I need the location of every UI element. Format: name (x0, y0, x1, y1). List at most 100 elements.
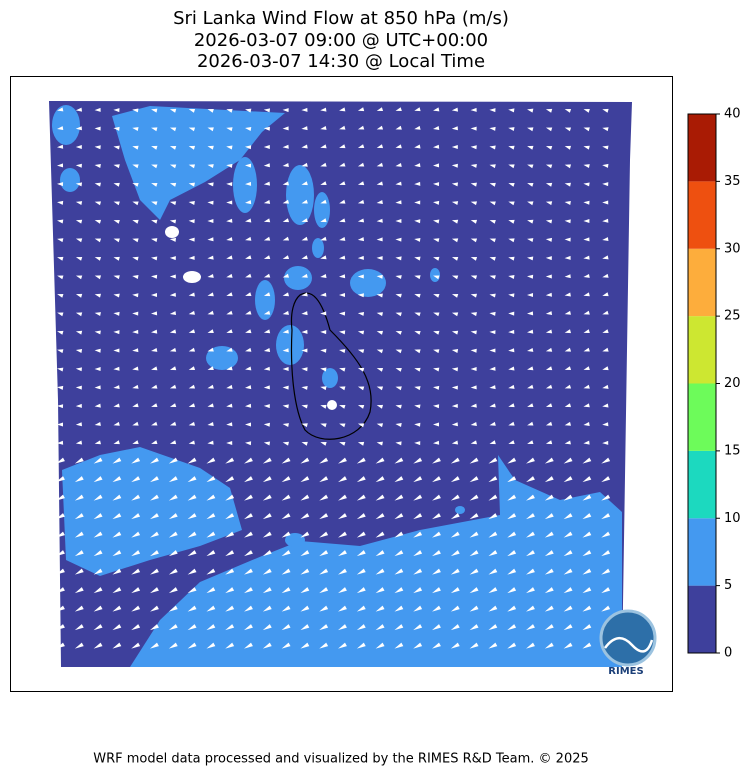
arrow (338, 531, 347, 538)
arrow (320, 348, 327, 353)
arrow (94, 367, 101, 372)
arrow (602, 347, 609, 352)
arrow (432, 494, 441, 501)
arrow (563, 568, 573, 575)
arrow (113, 330, 120, 335)
arrow (150, 605, 159, 612)
arrow (432, 531, 441, 538)
arrow (602, 218, 609, 223)
arrow (602, 145, 609, 150)
arrow (488, 513, 498, 520)
arrow (75, 422, 82, 427)
arrow (376, 200, 383, 204)
arrow (226, 347, 233, 352)
arrow (375, 624, 385, 631)
arrow (263, 181, 271, 186)
arrow (112, 494, 122, 501)
arrow (75, 440, 83, 445)
arrow (151, 311, 158, 316)
arrow (545, 219, 553, 224)
arrow (282, 126, 289, 131)
arrow (508, 256, 515, 261)
arrow (263, 273, 271, 278)
arrow (113, 311, 120, 316)
arrow (169, 145, 177, 150)
arrow (357, 404, 365, 409)
arrow (93, 605, 103, 612)
arrow (338, 605, 347, 612)
arrow (527, 311, 534, 316)
arrow (320, 236, 327, 241)
arrow (225, 624, 235, 631)
arrow (151, 274, 158, 279)
arrow (357, 441, 365, 446)
arrow (527, 201, 534, 206)
colorbar-tick-label: 5 (724, 578, 732, 593)
arrow (245, 200, 252, 205)
arrow (94, 421, 101, 426)
arrow (168, 476, 178, 483)
arrow (169, 182, 177, 187)
arrow (414, 237, 421, 242)
arrow (394, 587, 404, 594)
arrow (75, 330, 83, 335)
arrow (226, 292, 233, 297)
arrow (395, 237, 402, 242)
arrow (207, 255, 214, 260)
arrow (131, 531, 141, 538)
arrow (94, 312, 101, 317)
arrow (376, 349, 384, 354)
arrow (432, 568, 441, 575)
arrow (394, 605, 404, 612)
arrow (356, 513, 366, 520)
arrow (394, 476, 404, 483)
arrow (527, 182, 534, 187)
arrow (187, 605, 197, 612)
arrow (319, 587, 329, 594)
arrow (169, 329, 177, 334)
arrow (74, 568, 84, 575)
arrow (188, 164, 196, 169)
arrow (151, 238, 158, 243)
arrow (320, 386, 327, 391)
arrow (602, 440, 609, 445)
arrow (375, 605, 385, 612)
arrow (527, 145, 534, 150)
arrow (527, 164, 534, 169)
arrow (207, 164, 214, 169)
arrow (339, 255, 346, 260)
arrow (207, 108, 214, 113)
arrow (245, 292, 252, 297)
arrow (263, 255, 271, 260)
arrow (470, 126, 477, 131)
arrow (451, 312, 459, 317)
arrow (169, 384, 177, 389)
arrow (433, 107, 440, 112)
arrow (132, 219, 139, 224)
arrow (526, 476, 535, 483)
arrow (151, 145, 158, 150)
arrow (508, 293, 515, 298)
arrow (601, 476, 611, 483)
arrow (395, 423, 402, 427)
arrow (375, 550, 385, 557)
arrow (132, 293, 139, 298)
arrow (262, 457, 272, 464)
arrow (93, 476, 103, 483)
arrow (489, 348, 496, 353)
arrow (489, 385, 496, 390)
arrow (245, 218, 252, 223)
arrow (375, 531, 385, 538)
arrow (583, 182, 590, 187)
arrow (414, 422, 421, 427)
arrow (582, 587, 592, 594)
arrow (545, 311, 553, 316)
arrow (188, 440, 195, 445)
arrow (151, 256, 158, 261)
arrow (395, 107, 402, 112)
arrow (113, 164, 120, 169)
arrow (414, 441, 421, 446)
arrow (451, 275, 459, 280)
arrow (245, 329, 252, 334)
arrow (188, 219, 195, 224)
